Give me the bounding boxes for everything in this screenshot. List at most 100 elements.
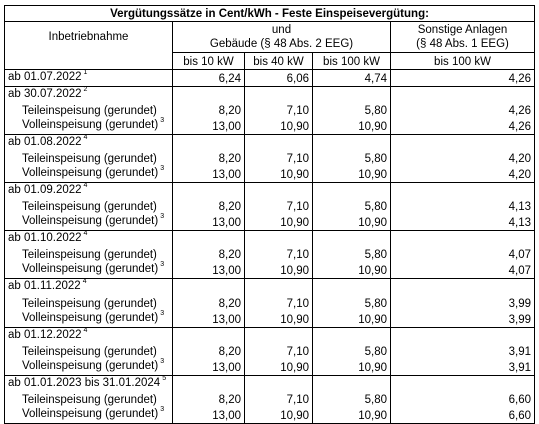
table-title: Vergütungssätze in Cent/kWh - Feste Eins… xyxy=(4,5,535,22)
partial-feed-row: Teileinspeisung (gerundet) 8,20 7,10 5,80 4,… xyxy=(4,247,535,263)
partial-feed-40kw: 7,10 xyxy=(244,391,313,407)
partial-feed-label: Teileinspeisung (gerundet) xyxy=(4,102,173,118)
empty-cell xyxy=(312,133,391,151)
empty-cell xyxy=(244,278,313,296)
partial-feed-label: Teileinspeisung (gerundet) xyxy=(4,247,173,263)
footnote-marker: 3 xyxy=(160,116,165,124)
full-feed-40kw: 10,90 xyxy=(244,214,313,231)
rate-group-header-row: ab 01.09.2022 4 xyxy=(4,181,535,199)
full-feed-40kw: 10,90 xyxy=(244,406,313,424)
empty-cell xyxy=(172,85,245,103)
full-feed-100kw: 10,90 xyxy=(312,358,391,376)
partial-feed-100kw: 5,80 xyxy=(312,198,391,215)
partial-feed-row: Teileinspeisung (gerundet) 8,20 7,10 5,80 4,… xyxy=(4,198,535,215)
partial-feed-row: Teileinspeisung (gerundet) 8,20 7,10 5,80 3,… xyxy=(4,343,535,359)
footnote-marker: 3 xyxy=(160,405,165,413)
rate-group-header-row: ab 01.11.2022 4 xyxy=(4,278,535,296)
subheader-40kw: bis 40 kW xyxy=(244,52,313,70)
partial-feed-40kw: 7,10 xyxy=(244,295,313,311)
footnote-marker: 3 xyxy=(160,357,165,365)
full-feed-10kw: 13,00 xyxy=(172,358,245,376)
subheader-row: bis 10 kW bis 40 kW bis 100 kW bis 100 k… xyxy=(4,52,535,70)
partial-feed-row: Teileinspeisung (gerundet) 8,20 7,10 5,80 6,… xyxy=(4,391,535,407)
buildings-header-line1: und xyxy=(172,21,391,38)
full-feed-label: Volleinspeisung (gerundet) xyxy=(22,359,159,372)
full-feed-label-cell: Volleinspeisung (gerundet) 3 xyxy=(4,116,173,135)
full-feed-10kw: 13,00 xyxy=(172,262,245,279)
empty-cell xyxy=(390,326,535,344)
partial-feed-10kw: 8,20 xyxy=(172,198,245,215)
partial-feed-row: Teileinspeisung (gerundet) 8,20 7,10 5,80 4,… xyxy=(4,150,535,166)
empty-cell xyxy=(172,230,245,248)
full-feed-other-100kw: 4,26 xyxy=(390,117,535,135)
full-feed-100kw: 10,90 xyxy=(312,310,391,327)
rate-group-date-cell: ab 01.09.2022 4 xyxy=(4,181,173,199)
empty-cell xyxy=(244,230,313,248)
full-feed-other-100kw: 6,60 xyxy=(390,406,535,424)
footnote-marker: 4 xyxy=(83,181,88,189)
empty-cell xyxy=(390,230,535,248)
full-feed-40kw: 10,90 xyxy=(244,165,313,183)
full-feed-label: Volleinspeisung (gerundet) xyxy=(22,263,159,276)
partial-feed-100kw: 5,80 xyxy=(312,150,391,166)
full-feed-label: Volleinspeisung (gerundet) xyxy=(22,118,159,131)
partial-feed-100kw: 5,80 xyxy=(312,391,391,407)
first-rate-label: ab 01.07.2022 xyxy=(8,70,82,83)
partial-feed-other-100kw: 3,99 xyxy=(390,295,535,311)
rate-group-date-cell: ab 01.08.2022 4 xyxy=(4,134,173,151)
full-feed-other-100kw: 3,91 xyxy=(390,358,535,376)
partial-feed-10kw: 8,20 xyxy=(172,150,245,166)
first-rate-other-100kw: 4,26 xyxy=(390,68,535,87)
rate-group-date: ab 01.01.2023 bis 31.01.2024 xyxy=(8,376,161,389)
first-rate-label-cell: ab 01.07.2022 1 xyxy=(4,68,173,87)
empty-cell xyxy=(244,181,313,199)
empty-cell xyxy=(312,85,391,103)
full-feed-label-cell: Volleinspeisung (gerundet) 3 xyxy=(4,310,173,327)
partial-feed-other-100kw: 4,07 xyxy=(390,247,535,263)
first-rate-row: ab 01.07.2022 1 6,24 6,06 4,74 4,26 xyxy=(4,68,535,87)
footnote-marker: 4 xyxy=(83,326,88,334)
empty-cell xyxy=(390,133,535,151)
full-feed-row: Volleinspeisung (gerundet) 3 13,00 10,90 10,… xyxy=(4,116,535,135)
empty-cell xyxy=(172,326,245,344)
empty-cell xyxy=(172,374,245,392)
full-feed-100kw: 10,90 xyxy=(312,262,391,279)
header-row-1: Inbetriebnahme und Sonstige Anlagen xyxy=(4,20,535,53)
empty-cell xyxy=(172,133,245,151)
full-feed-row: Volleinspeisung (gerundet) 3 13,00 10,90 10,… xyxy=(4,310,535,327)
partial-feed-10kw: 8,20 xyxy=(172,247,245,263)
full-feed-100kw: 10,90 xyxy=(312,165,391,183)
empty-cell xyxy=(312,230,391,248)
full-feed-label: Volleinspeisung (gerundet) xyxy=(22,215,159,228)
partial-feed-40kw: 7,10 xyxy=(244,150,313,166)
full-feed-label: Volleinspeisung (gerundet) xyxy=(22,311,159,324)
rate-group-header-row: ab 01.01.2023 bis 31.01.2024 5 xyxy=(4,374,535,392)
footnote-marker: 1 xyxy=(83,68,88,76)
full-feed-label-cell: Volleinspeisung (gerundet) 3 xyxy=(4,165,173,183)
full-feed-label: Volleinspeisung (gerundet) xyxy=(22,407,159,420)
full-feed-row: Volleinspeisung (gerundet) 3 13,00 10,90 10,… xyxy=(4,405,535,424)
partial-feed-10kw: 8,20 xyxy=(172,391,245,407)
other-header-line2: (§ 48 Abs. 1 EEG) xyxy=(390,37,535,53)
footnote-marker: 4 xyxy=(83,230,88,238)
empty-cell xyxy=(312,326,391,344)
rate-group-header-row: ab 01.12.2022 4 xyxy=(4,326,535,344)
full-feed-label: Volleinspeisung (gerundet) xyxy=(22,166,159,179)
full-feed-100kw: 10,90 xyxy=(312,214,391,231)
empty-cell xyxy=(390,278,535,296)
partial-feed-100kw: 5,80 xyxy=(312,343,391,359)
rate-group-date: ab 01.11.2022 xyxy=(8,280,81,293)
subheader-empty xyxy=(4,52,173,70)
footnote-marker: 3 xyxy=(160,261,165,269)
partial-feed-40kw: 7,10 xyxy=(244,198,313,215)
footnote-marker: 4 xyxy=(82,278,87,286)
empty-cell xyxy=(244,85,313,103)
full-feed-other-100kw: 3,99 xyxy=(390,310,535,327)
full-feed-40kw: 10,90 xyxy=(244,262,313,279)
full-feed-label-cell: Volleinspeisung (gerundet) 3 xyxy=(4,405,173,424)
empty-cell xyxy=(244,374,313,392)
rate-group-date-cell: ab 01.10.2022 4 xyxy=(4,230,173,248)
partial-feed-other-100kw: 3,91 xyxy=(390,343,535,359)
other-header-line1: Sonstige Anlagen xyxy=(390,21,535,38)
